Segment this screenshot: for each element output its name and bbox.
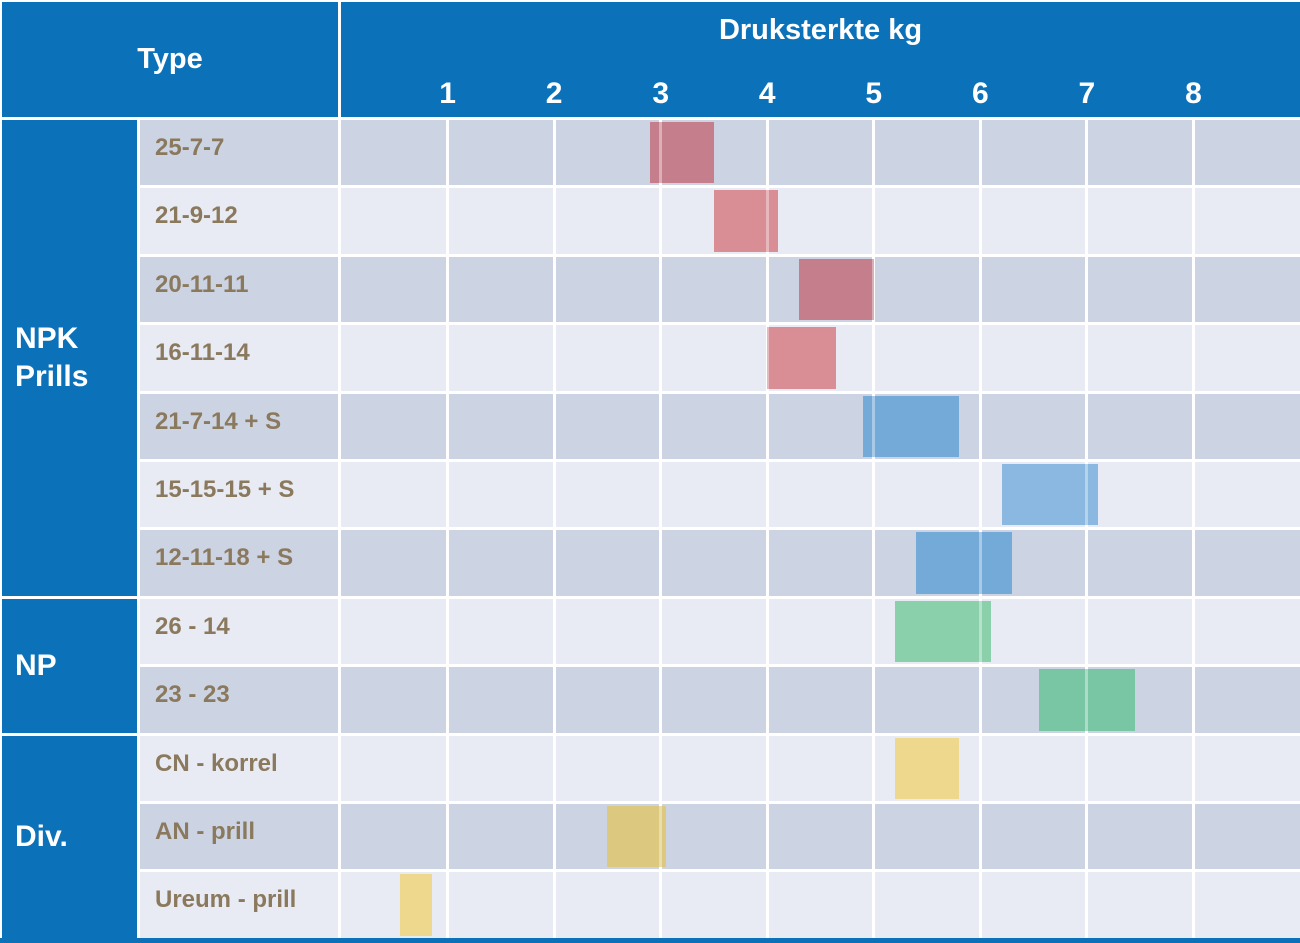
- row-track: [341, 120, 1300, 186]
- range-bar: [895, 600, 991, 663]
- row-label: 21-9-12: [140, 188, 338, 254]
- scale-tick-6: 6: [971, 77, 989, 110]
- row-label: 21-7-14 + S: [140, 393, 338, 459]
- row-track: [341, 598, 1300, 665]
- row-label: CN - korrel: [140, 735, 338, 801]
- row-track: [341, 804, 1300, 870]
- scale-tick-7: 7: [1078, 77, 1096, 110]
- group-label-line: Prills: [15, 359, 89, 393]
- scale-tick-1: 1: [439, 77, 456, 110]
- row-label: Ureum - prill: [140, 872, 338, 938]
- scale-title: Druksterkte kg: [718, 14, 923, 46]
- bars-layer: [341, 120, 1300, 938]
- scale-ticks: 1 2 3 4 5 6 7 8: [341, 67, 1300, 117]
- scale-tick-5: 5: [865, 77, 883, 110]
- group-cell-div-: Div.: [2, 735, 137, 938]
- scale-tick-2: 2: [545, 77, 563, 110]
- row-track: [341, 872, 1300, 938]
- row-label: 23 - 23: [140, 667, 338, 733]
- rows-layer: 25-7-7 21-9-12 20-11-11 16-11-14 21-7-14 + S…: [0, 120, 1300, 938]
- range-bar: [650, 122, 714, 184]
- range-bar: [713, 190, 778, 252]
- group-label-line: NP: [15, 648, 57, 682]
- range-bar: [895, 737, 959, 799]
- row-track: [341, 393, 1300, 459]
- row-label: 20-11-11: [140, 256, 338, 323]
- row-track: [341, 530, 1300, 596]
- row-label: 26 - 14: [140, 598, 338, 665]
- scale-tick-8: 8: [1185, 77, 1202, 110]
- range-bar: [916, 532, 1013, 594]
- group-column: NPK Prills NP Div.: [2, 120, 137, 938]
- row-track: [341, 462, 1300, 528]
- range-bar: [767, 327, 837, 389]
- range-bar: [863, 395, 959, 457]
- row-track: [341, 735, 1300, 801]
- row-label: 16-11-14: [140, 325, 338, 391]
- scale-tick-3: 3: [652, 77, 669, 110]
- row-label: AN - prill: [140, 804, 338, 870]
- row-track: [341, 188, 1300, 254]
- group-cell-npk-prills: NPK Prills: [2, 120, 137, 596]
- row-track: [341, 667, 1300, 733]
- row-label: 15-15-15 + S: [140, 462, 338, 528]
- scale-tick-4: 4: [758, 77, 776, 110]
- chart-body: 25-7-7 21-9-12 20-11-11 16-11-14 21-7-14 + S…: [0, 120, 1300, 938]
- group-label-line: Div.: [15, 819, 68, 853]
- range-bar: [1038, 669, 1135, 731]
- row-label: 12-11-18 + S: [140, 530, 338, 596]
- row-label: 25-7-7: [140, 120, 338, 186]
- range-bar: [607, 806, 666, 868]
- type-header-cell: Type: [2, 2, 338, 117]
- range-bar: [1001, 464, 1098, 526]
- bottom-border: [0, 938, 1300, 943]
- range-bar: [399, 874, 432, 936]
- range-bar: [799, 258, 874, 321]
- scale-header-cell: Druksterkte kg 1 2 3 4 5 6 7 8: [341, 2, 1300, 117]
- type-header-label: Type: [137, 43, 203, 75]
- group-label-line: NPK: [15, 321, 79, 355]
- group-cell-np: NP: [2, 598, 137, 733]
